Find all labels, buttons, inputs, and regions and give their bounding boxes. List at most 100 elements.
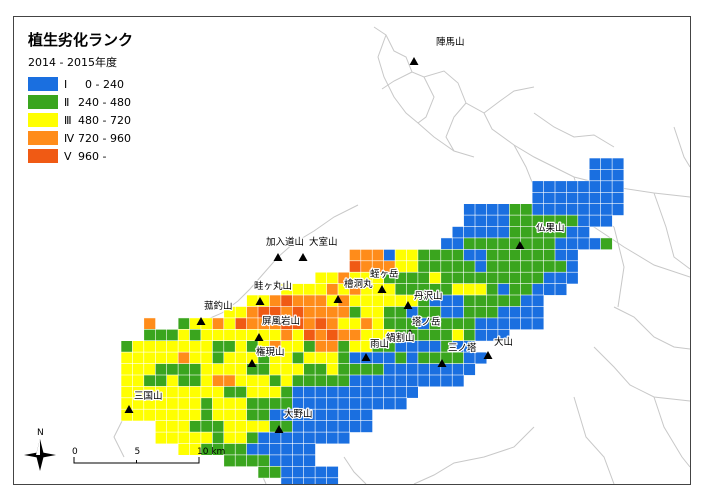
grid-cell — [428, 260, 442, 273]
grid-cell — [554, 283, 568, 296]
grid-cell — [257, 374, 271, 388]
grid-cell — [314, 271, 328, 285]
grid-cell — [554, 180, 568, 193]
grid-cell — [383, 249, 396, 262]
grid-cell — [291, 431, 305, 445]
grid-cell — [463, 271, 476, 285]
grid-cell — [600, 237, 613, 250]
grid-cell — [257, 386, 271, 399]
grid-cell — [486, 283, 499, 296]
grid-cell — [360, 374, 373, 388]
grid-cell — [200, 431, 213, 445]
grid-cell — [508, 306, 522, 319]
grid-cell — [440, 294, 453, 308]
grid-cell — [451, 306, 465, 319]
peak-label: 檜洞丸 — [344, 278, 373, 290]
grid-cell — [200, 351, 213, 365]
grid-cell — [303, 294, 316, 308]
grid-cell — [417, 363, 430, 376]
legend-swatch — [28, 95, 58, 109]
grid-cell — [326, 306, 339, 319]
grid-cell — [212, 386, 225, 399]
grid-cell — [371, 249, 385, 262]
grid-cell — [520, 306, 533, 319]
grid-cell — [531, 306, 545, 319]
grid-cell — [200, 374, 213, 388]
peak-label: 鍋割山 — [386, 332, 415, 344]
grid-cell — [303, 328, 316, 342]
grid-cell — [291, 340, 305, 353]
peak-label: 三ノ塔 — [448, 342, 477, 354]
grid-cell — [234, 351, 248, 365]
grid-cell — [234, 431, 248, 445]
grid-cell — [189, 397, 202, 410]
grid-cell — [303, 283, 316, 296]
grid-cell — [463, 237, 476, 250]
grid-cell — [349, 306, 362, 319]
grid-cell — [337, 328, 351, 342]
grid-cell — [246, 294, 259, 308]
grid-cell — [406, 386, 419, 399]
grid-cell — [143, 328, 156, 342]
grid-cell — [291, 465, 305, 479]
grid-cell — [177, 431, 191, 445]
grid-cell — [531, 271, 545, 285]
grid-cell — [303, 454, 316, 467]
grid-cell — [543, 237, 556, 250]
grid-cell — [543, 192, 556, 205]
grid-cell — [143, 351, 156, 365]
grid-cell — [451, 374, 465, 388]
grid-cell — [463, 317, 476, 330]
grid-cell — [360, 249, 373, 262]
grid-cell — [508, 294, 522, 308]
grid-cell — [246, 431, 259, 445]
grid-cell — [212, 431, 225, 445]
grid-cell — [440, 237, 453, 250]
grid-cell — [451, 283, 465, 296]
peak-2: 仏果山 — [515, 222, 566, 249]
grid-cell — [223, 408, 236, 422]
grid-cell — [611, 180, 625, 193]
grid-cell — [120, 340, 134, 353]
grid-cell — [155, 340, 168, 353]
legend-rank: Ⅳ — [64, 131, 75, 145]
grid-cell — [383, 317, 396, 330]
grid-cell — [257, 465, 271, 479]
grid-cell — [177, 340, 191, 353]
grid-cell — [497, 271, 510, 285]
grid-cell — [314, 328, 328, 342]
grid-cell — [520, 260, 533, 273]
peak-triangle-icon — [483, 351, 493, 359]
grid-cell — [223, 420, 236, 433]
grid-cell — [189, 374, 202, 388]
legend-item-5: Ⅴ 960 - — [28, 147, 133, 165]
grid-cell — [269, 328, 282, 342]
grid-cell — [463, 249, 476, 262]
grid-cell — [383, 283, 396, 296]
grid-cell — [611, 192, 625, 205]
grid-cell — [486, 226, 499, 239]
grid-cell — [588, 157, 602, 171]
grid-cell — [497, 249, 510, 262]
grid-cell — [520, 317, 533, 330]
grid-cell — [189, 351, 202, 365]
grid-cell — [531, 317, 545, 330]
grid-cell — [303, 420, 316, 433]
grid-cell — [246, 386, 259, 399]
grid-cell — [326, 420, 339, 433]
grid-cell — [314, 351, 328, 365]
grid-cell — [269, 454, 282, 467]
grid-cell — [440, 260, 453, 273]
grid-cell — [566, 214, 579, 228]
grid-cell — [486, 260, 499, 273]
grid-cell — [360, 317, 373, 330]
grid-cell — [212, 408, 225, 422]
grid-cell — [155, 408, 168, 422]
grid-cell — [543, 271, 556, 285]
grid-cell — [600, 203, 613, 216]
grid-cell — [383, 397, 396, 410]
grid-cell — [417, 249, 430, 262]
grid-cell — [497, 306, 510, 319]
